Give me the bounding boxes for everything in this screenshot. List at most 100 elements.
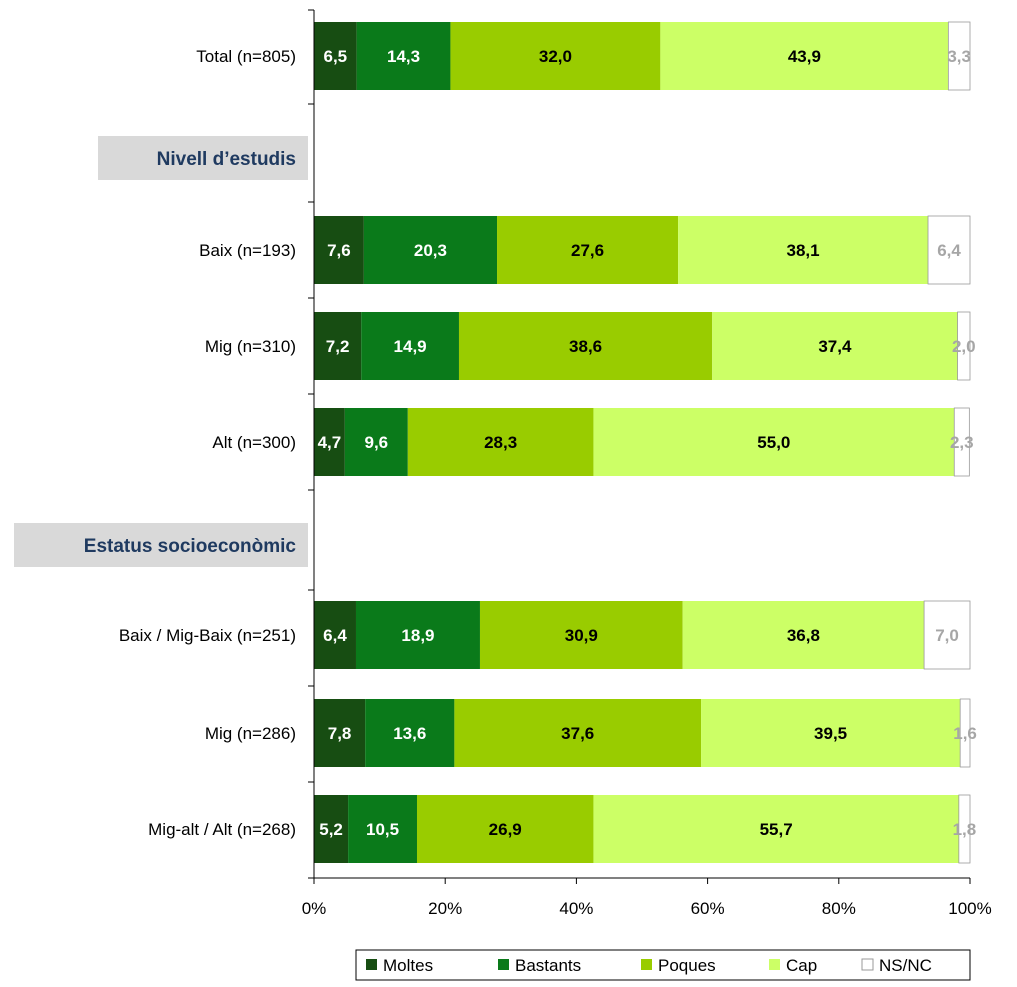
group-header-box	[98, 136, 308, 180]
bar-segment-moltes	[314, 408, 345, 476]
legend-swatch-moltes	[366, 959, 377, 970]
bar-segment-cap	[712, 312, 958, 380]
data-label-bastants: 10,5	[366, 820, 399, 839]
bar-segment-moltes	[314, 699, 366, 767]
data-label-poques: 28,3	[484, 433, 517, 452]
bar-segment-cap	[678, 216, 929, 284]
bar-segment-moltes	[314, 601, 356, 669]
bar-segment-poques	[479, 601, 683, 669]
data-label-poques: 26,9	[489, 820, 522, 839]
x-tick-label: 80%	[822, 899, 856, 918]
legend-swatch-bastants	[498, 959, 509, 970]
bar-segment-bastants	[356, 22, 451, 90]
category-label: Mig (n=286)	[205, 724, 296, 743]
legend-swatch-poques	[641, 959, 652, 970]
bar-segment-bastants	[348, 795, 417, 863]
bar-segment-bastants	[344, 408, 408, 476]
x-tick-label: 40%	[559, 899, 593, 918]
data-label-ns-nc: 1,8	[953, 820, 977, 839]
axes-layer: 0% 20% 40% 60% 80% 100%	[302, 9, 992, 918]
x-tick-label: 0%	[302, 899, 327, 918]
bar-segment-moltes	[314, 795, 349, 863]
legend-swatch-ns-nc	[861, 958, 874, 971]
group-header-label: Nivell d’estudis	[157, 149, 296, 170]
bar-segment-ns-nc	[958, 794, 971, 864]
data-label-bastants: 20,3	[414, 241, 447, 260]
legend: Moltes Bastants Poques Cap NS/NC	[355, 949, 971, 981]
data-label-moltes: 7,2	[326, 337, 350, 356]
category-label: Mig-alt / Alt (n=268)	[148, 820, 296, 839]
bar-segment-poques	[416, 795, 594, 863]
bar-segment-moltes	[314, 216, 364, 284]
data-label-poques: 30,9	[565, 626, 598, 645]
category-labels-layer: Total (n=805) Baix (n=193) Mig (n=310) Alt …	[119, 47, 296, 839]
bar-segment-poques	[497, 216, 679, 284]
bar-segment-moltes	[314, 312, 362, 380]
category-label: Baix (n=193)	[199, 241, 296, 260]
data-label-poques: 37,6	[561, 724, 594, 743]
legend-label-cap: Cap	[786, 956, 817, 975]
x-tick-label: 60%	[691, 899, 725, 918]
bar-segment-ns-nc	[953, 407, 970, 477]
bars-layer	[314, 21, 971, 864]
bar-segment-bastants	[365, 699, 455, 767]
bar-segment-bastants	[361, 312, 459, 380]
data-label-bastants: 9,6	[364, 433, 388, 452]
data-label-bastants: 18,9	[401, 626, 434, 645]
data-label-cap: 36,8	[787, 626, 820, 645]
category-label: Alt (n=300)	[212, 433, 296, 452]
legend-label-bastants: Bastants	[515, 956, 581, 975]
category-label: Baix / Mig-Baix (n=251)	[119, 626, 296, 645]
data-label-bastants: 14,3	[387, 47, 420, 66]
data-label-poques: 32,0	[539, 47, 572, 66]
bar-segment-poques	[407, 408, 594, 476]
group-headers: Nivell d’estudis Estatus socioeconòmic	[14, 136, 308, 567]
data-label-ns-nc: 2,3	[950, 433, 974, 452]
data-label-ns-nc: 7,0	[935, 626, 959, 645]
bar-segment-ns-nc	[947, 21, 971, 91]
bar-segment-ns-nc	[959, 698, 971, 768]
data-label-ns-nc: 2,0	[952, 337, 976, 356]
category-label: Mig (n=310)	[205, 337, 296, 356]
bar-segment-ns-nc	[957, 311, 971, 381]
data-label-cap: 38,1	[787, 241, 820, 260]
bar-segment-ns-nc	[927, 215, 971, 285]
data-label-moltes: 6,4	[323, 626, 347, 645]
data-label-cap: 39,5	[814, 724, 847, 743]
data-labels-layer: 6,5 14,3 32,0 43,9 3,3 7,6 20,3 27,6 38,1 6,4 7,2 1…	[318, 47, 977, 839]
bar-segment-moltes	[314, 22, 357, 90]
bar-segment-cap	[701, 699, 961, 767]
legend-swatch-cap	[769, 959, 780, 970]
data-label-moltes: 7,8	[328, 724, 352, 743]
x-tick-label: 100%	[948, 899, 991, 918]
category-label: Total (n=805)	[196, 47, 296, 66]
data-label-ns-nc: 1,6	[953, 724, 977, 743]
data-label-moltes: 4,7	[318, 433, 342, 452]
group-header-label: Estatus socioeconòmic	[84, 536, 297, 557]
bar-segment-ns-nc	[923, 600, 971, 670]
bar-segment-bastants	[363, 216, 498, 284]
data-label-poques: 27,6	[571, 241, 604, 260]
data-label-bastants: 13,6	[393, 724, 426, 743]
data-label-ns-nc: 6,4	[937, 241, 961, 260]
data-label-bastants: 14,9	[394, 337, 427, 356]
data-label-cap: 55,0	[757, 433, 790, 452]
group-header-box	[14, 523, 308, 567]
data-label-poques: 38,6	[569, 337, 602, 356]
bar-segment-cap	[682, 601, 925, 669]
data-label-moltes: 6,5	[323, 47, 347, 66]
data-label-cap: 43,9	[788, 47, 821, 66]
legend-label-ns-nc: NS/NC	[879, 956, 932, 975]
data-label-moltes: 7,6	[327, 241, 351, 260]
data-label-moltes: 5,2	[319, 820, 343, 839]
bar-segment-poques	[450, 22, 661, 90]
bar-segment-cap	[593, 408, 955, 476]
data-label-ns-nc: 3,3	[947, 47, 971, 66]
legend-label-moltes: Moltes	[383, 956, 433, 975]
bar-segment-cap	[593, 795, 959, 863]
x-tick-label: 20%	[428, 899, 462, 918]
data-label-cap: 55,7	[760, 820, 793, 839]
bar-segment-poques	[454, 699, 702, 767]
